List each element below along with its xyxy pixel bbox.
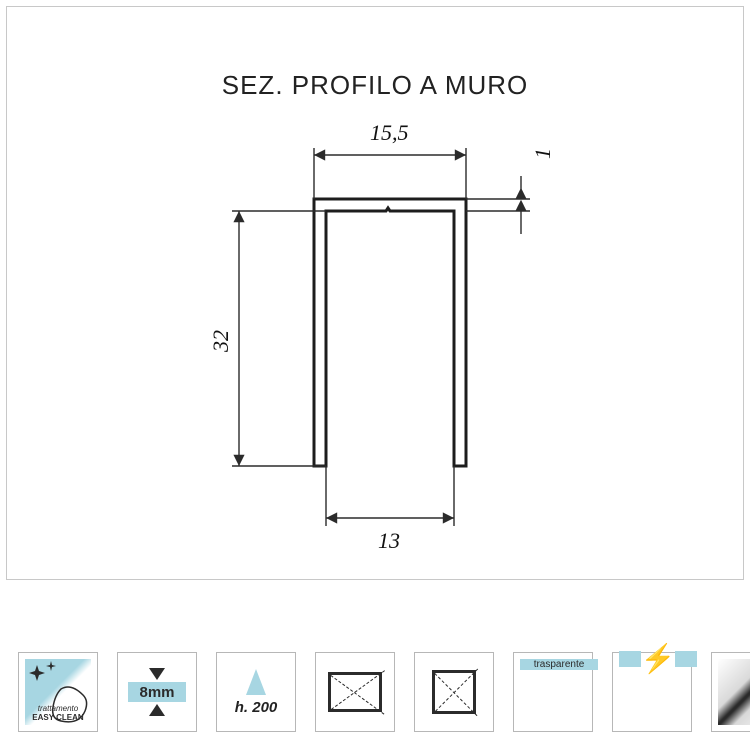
- icon-easy-clean-caption: trattamento EASY CLEAN: [25, 705, 91, 722]
- feature-icons-row: trattamento EASY CLEAN 8mm h. 200: [18, 652, 750, 732]
- bar-right: [675, 651, 697, 667]
- bar-left: [619, 651, 641, 667]
- icon-chrome-finish: [711, 652, 750, 732]
- icon-glass-thickness: 8mm: [117, 652, 197, 732]
- arrow-down-icon: [149, 668, 165, 680]
- height-label: h. 200: [235, 699, 278, 716]
- arrow-up-icon: [149, 704, 165, 716]
- dim-height: 32: [208, 330, 234, 352]
- profile-drawing: [0, 0, 750, 600]
- dim-lip-height: 1: [530, 148, 556, 159]
- icon-door-rect: [315, 652, 395, 732]
- transparent-label: trasparente: [534, 659, 585, 670]
- bolt-icon: ⚡: [641, 642, 676, 675]
- icon-soft-close: ⚡: [612, 652, 692, 732]
- dim-top-width: 15,5: [370, 120, 409, 146]
- thickness-label: 8mm: [128, 682, 186, 702]
- icon-transparent: trasparente: [513, 652, 593, 732]
- arrow-up-icon: [246, 669, 266, 695]
- icon-easy-clean: trattamento EASY CLEAN: [18, 652, 98, 732]
- dim-inner-width: 13: [378, 528, 400, 554]
- icon-height: h. 200: [216, 652, 296, 732]
- icon-door-square: [414, 652, 494, 732]
- easy-clean-line2: EASY CLEAN: [32, 713, 83, 722]
